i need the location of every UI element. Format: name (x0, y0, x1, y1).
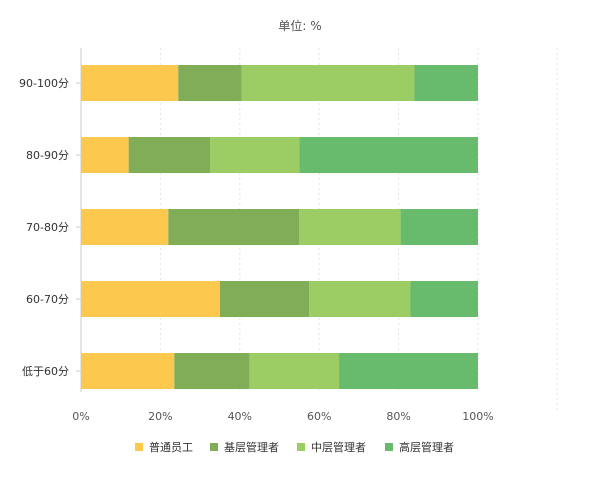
legend-swatch (297, 443, 305, 451)
legend-swatch (135, 443, 143, 451)
x-tick-label: 80% (386, 410, 410, 423)
bar-segment (81, 209, 169, 245)
legend-swatch (385, 443, 393, 451)
legend-label: 中层管理者 (311, 440, 366, 454)
x-tick-label: 0% (72, 410, 89, 423)
bar-segment (81, 65, 179, 101)
y-tick-label: 90-100分 (19, 77, 69, 90)
bar-segment (81, 353, 175, 389)
bar-segment (81, 281, 220, 317)
bar-segment (128, 137, 211, 173)
bar-segment (410, 281, 478, 317)
legend-label: 普通员工 (149, 440, 193, 454)
legend-label: 基层管理者 (224, 440, 279, 454)
x-tick-label: 60% (307, 410, 331, 423)
bar-segment (178, 65, 242, 101)
bar-segment (339, 353, 478, 389)
bar-segment (168, 209, 300, 245)
y-tick-label: 80-90分 (26, 149, 69, 162)
bar-segment (249, 353, 340, 389)
bar-segment (174, 353, 250, 389)
x-tick-label: 40% (228, 410, 252, 423)
bar-segment (400, 209, 478, 245)
bar-segment (81, 137, 129, 173)
bar-segment (309, 281, 411, 317)
legend-label: 高层管理者 (399, 440, 454, 454)
bar-segment (299, 209, 401, 245)
bar-segment (219, 281, 310, 317)
y-tick-label: 70-80分 (26, 221, 69, 234)
legend-swatch (210, 443, 218, 451)
y-tick-label: 低于60分 (22, 365, 69, 378)
x-tick-label: 20% (148, 410, 172, 423)
bar-segment (210, 137, 300, 173)
y-tick-label: 60-70分 (26, 293, 69, 306)
x-tick-label: 100% (462, 410, 493, 423)
bar-segment (414, 65, 478, 101)
chart-title: 单位: % (278, 18, 321, 33)
bar-segment (241, 65, 415, 101)
bar-segment (299, 137, 478, 173)
